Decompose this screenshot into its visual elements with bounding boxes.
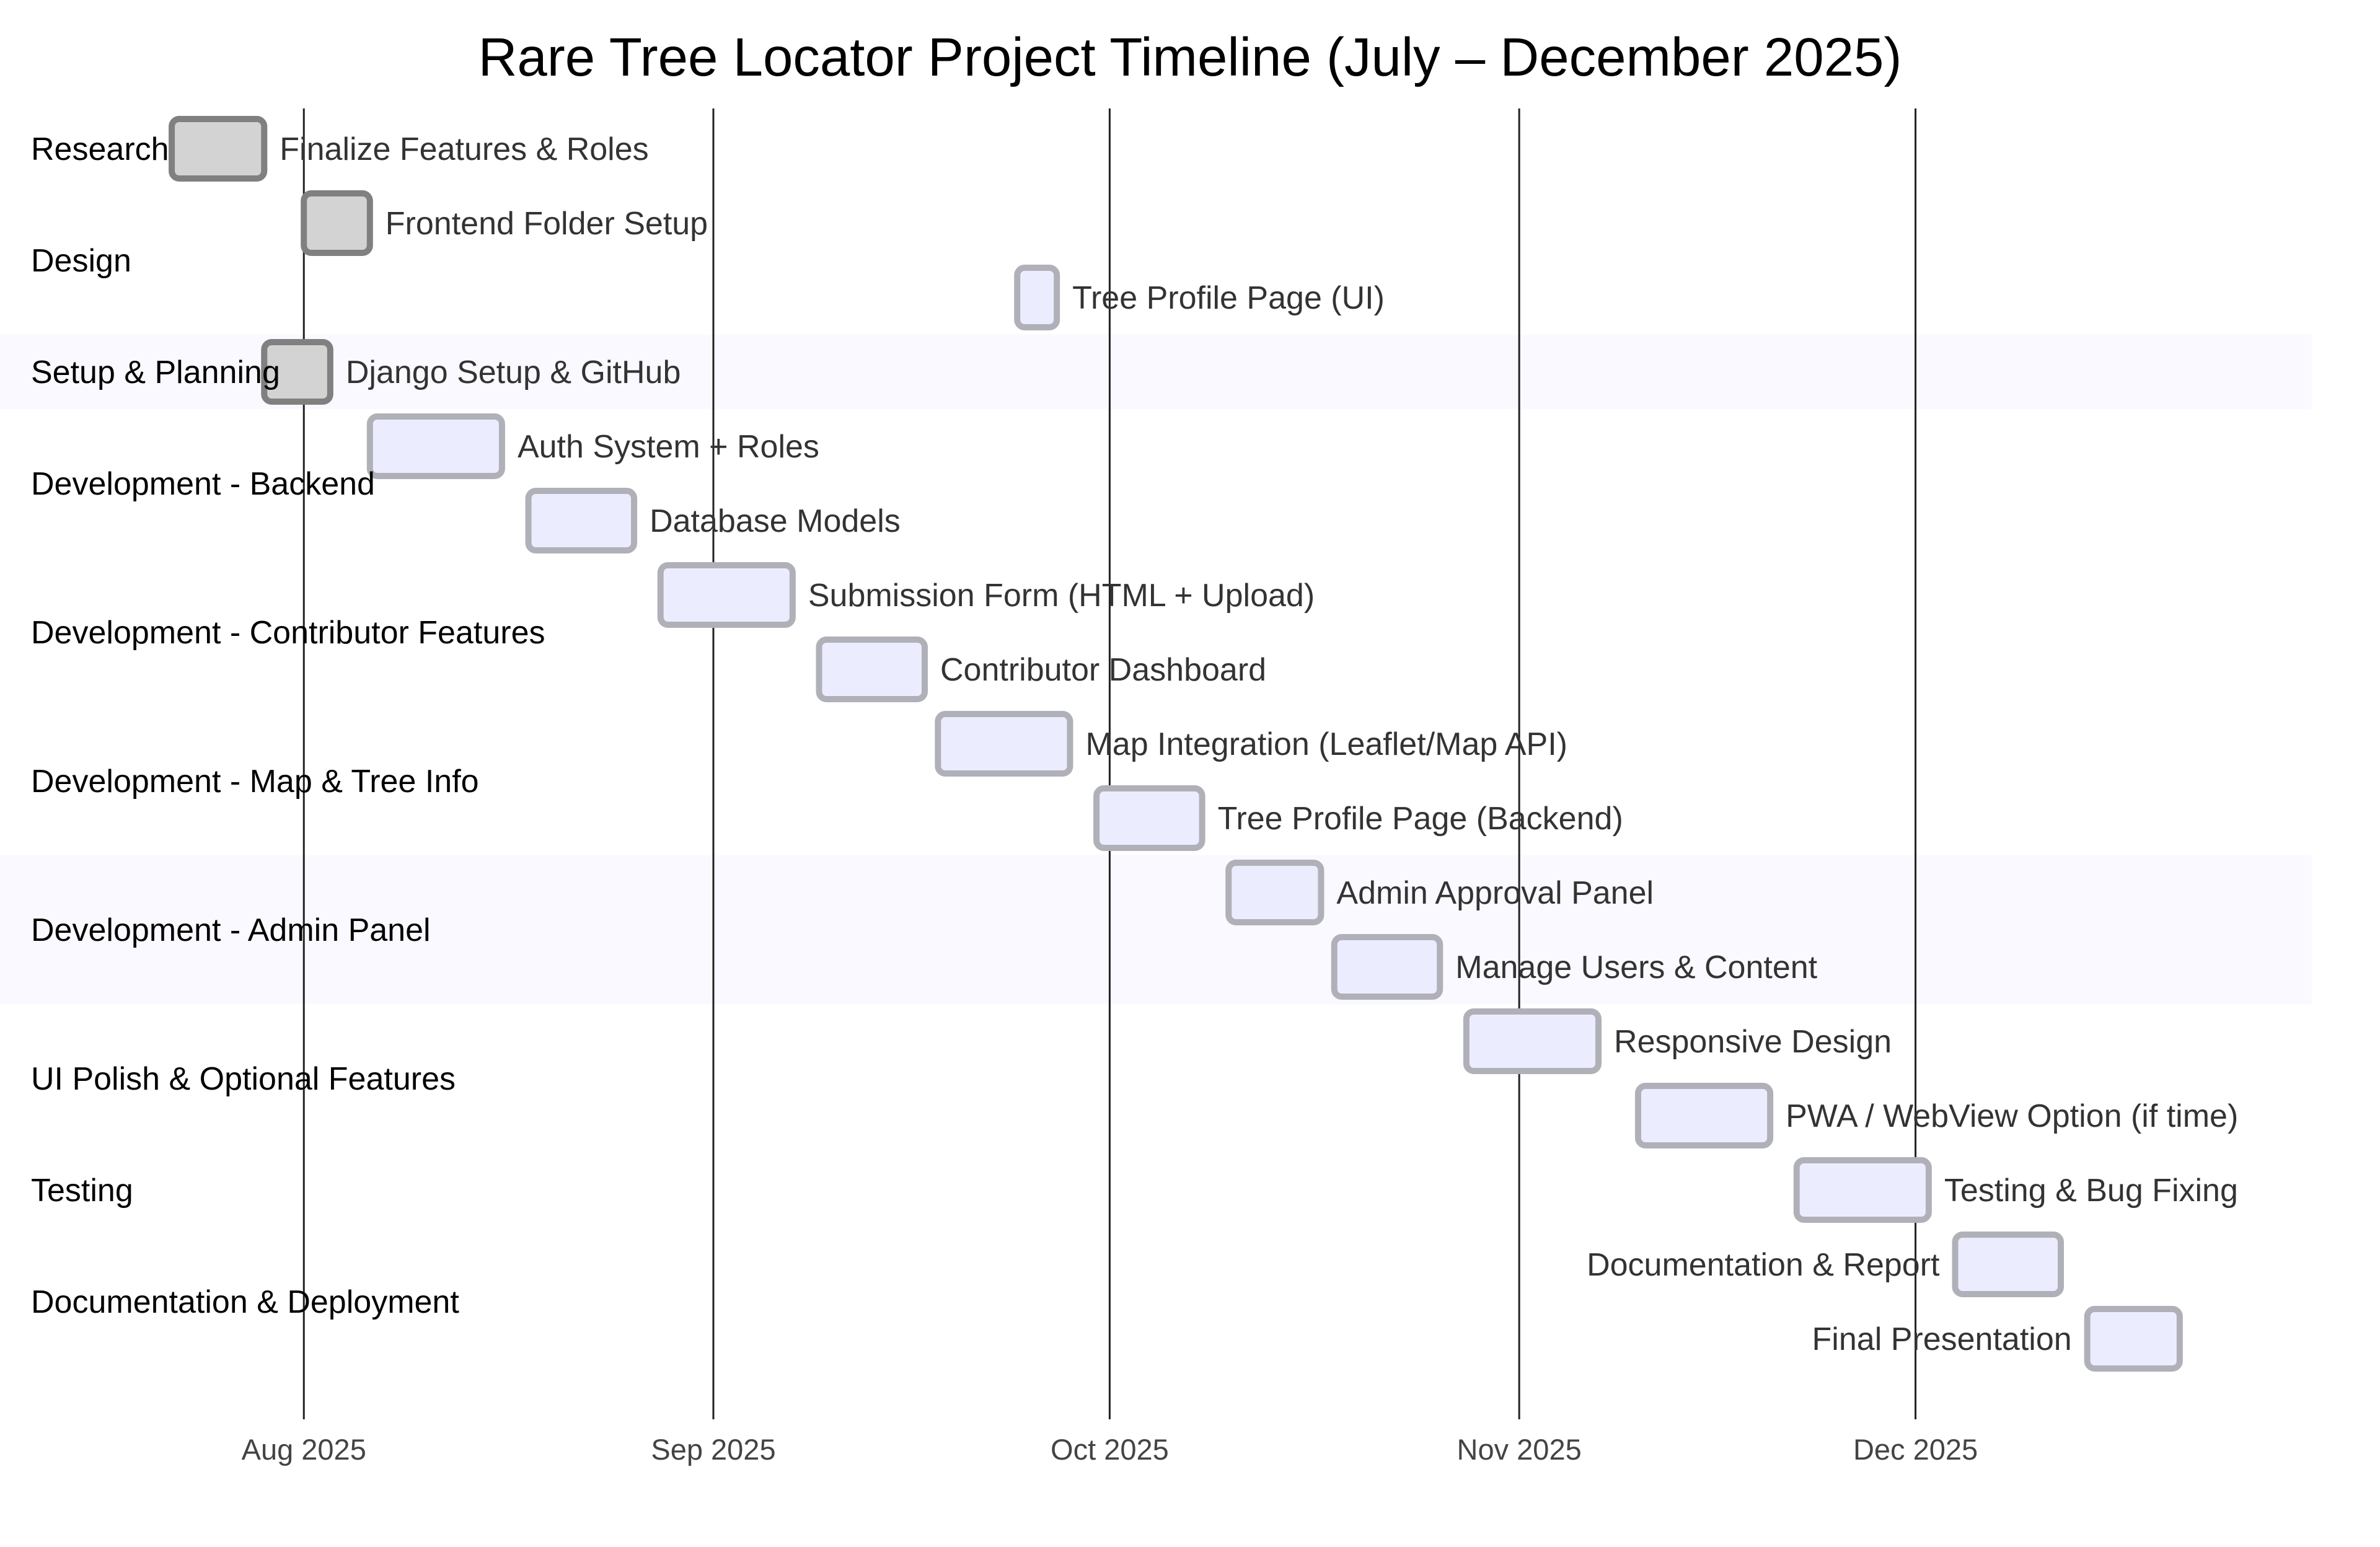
section-label: Research [31, 131, 169, 167]
task-label: Admin Approval Panel [1336, 875, 1654, 911]
task-bar [1634, 1083, 1774, 1148]
task-label: Final Presentation [1812, 1321, 2072, 1357]
x-tick-label: Oct 2025 [1051, 1433, 1169, 1466]
task-bar [261, 339, 333, 405]
task-bar [935, 711, 1073, 777]
section-labels: Research Design Setup & Planning Developmen… [31, 131, 545, 1320]
section-label: Documentation & Deployment [31, 1284, 459, 1320]
task-bar [525, 488, 638, 553]
section-label: Setup & Planning [31, 355, 280, 390]
task-label: Testing & Bug Fixing [1944, 1173, 2238, 1209]
task-label: Tree Profile Page (Backend) [1218, 801, 1623, 837]
x-tick-label: Sep 2025 [651, 1433, 775, 1466]
task-bar [1952, 1232, 2065, 1297]
task-bar [1014, 265, 1060, 330]
task-label: Django Setup & GitHub [346, 355, 681, 390]
task-bars [169, 116, 2183, 1372]
task-label: Finalize Features & Roles [280, 131, 648, 167]
task-label: Frontend Folder Setup [386, 206, 708, 242]
section-band [0, 855, 2312, 1004]
task-label: Tree Profile Page (UI) [1072, 280, 1385, 316]
section-band [0, 335, 2312, 409]
section-label: Development - Admin Panel [31, 912, 431, 948]
task-bar [169, 116, 268, 182]
task-labels: Finalize Features & Roles Frontend Folder… [280, 131, 2238, 1357]
task-bar [1793, 1157, 1932, 1223]
x-axis: Aug 2025 Sep 2025 Oct 2025 Nov 2025 Dec 2025 [242, 1433, 1978, 1466]
section-bands [0, 335, 2312, 1004]
task-bar [2084, 1306, 2183, 1372]
task-bar [366, 413, 505, 479]
task-bar [1093, 785, 1205, 851]
task-label: Responsive Design [1614, 1024, 1892, 1060]
task-label: Contributor Dashboard [940, 652, 1266, 688]
task-label: Manage Users & Content [1455, 950, 1817, 985]
section-label: UI Polish & Optional Features [31, 1061, 456, 1097]
x-tick-label: Aug 2025 [242, 1433, 366, 1466]
task-label: PWA / WebView Option (if time) [1786, 1098, 2238, 1134]
section-label: Testing [31, 1173, 133, 1209]
task-bar [816, 637, 928, 702]
task-label: Database Models [650, 503, 901, 539]
chart-title: Rare Tree Locator Project Timeline (July… [478, 27, 1902, 87]
x-tick-label: Dec 2025 [1853, 1433, 1978, 1466]
task-bar [1331, 934, 1443, 1000]
task-label: Auth System + Roles [518, 429, 819, 465]
task-bar [657, 562, 796, 628]
task-bar [1463, 1008, 1602, 1074]
section-label: Development - Contributor Features [31, 615, 545, 651]
task-label: Submission Form (HTML + Upload) [808, 578, 1315, 614]
task-bar [1225, 860, 1324, 925]
section-label: Development - Map & Tree Info [31, 764, 479, 800]
x-tick-label: Nov 2025 [1457, 1433, 1582, 1466]
task-bar [301, 190, 373, 256]
section-label: Development - Backend [31, 466, 375, 502]
task-label: Map Integration (Leaflet/Map API) [1085, 726, 1567, 762]
task-label: Documentation & Report [1587, 1247, 1940, 1283]
section-label: Design [31, 243, 131, 279]
